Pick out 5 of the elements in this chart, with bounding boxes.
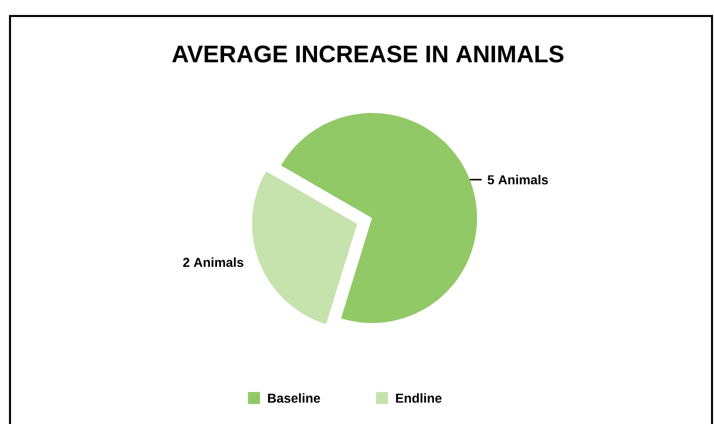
legend-label: Endline xyxy=(396,393,442,403)
data-label: 2 Animals xyxy=(183,257,244,267)
data-label: 5 Animals xyxy=(488,174,548,184)
chart-title: AVERAGE INCREASE IN ANIMALS xyxy=(172,46,564,62)
legend-label: Baseline xyxy=(268,393,320,403)
